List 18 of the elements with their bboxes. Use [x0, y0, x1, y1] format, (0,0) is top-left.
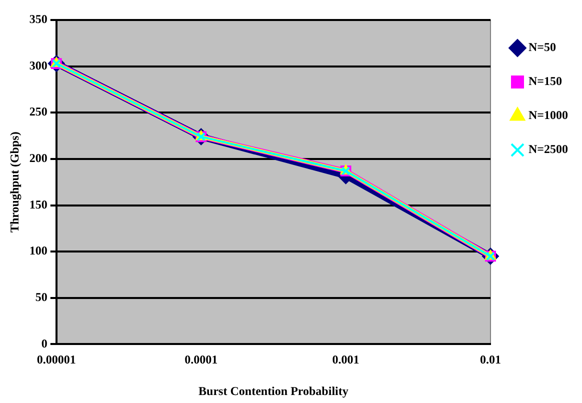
y-tick-label: 200 [29, 151, 48, 166]
y-tick-label: 0 [41, 336, 48, 350]
x-tick-label: 0.01 [480, 352, 501, 366]
y-tick-label: 250 [29, 104, 48, 119]
y-tick-label: 350 [29, 12, 48, 26]
y-tick-label: 100 [29, 244, 48, 258]
y-tick-label: 50 [35, 290, 48, 304]
x-tick-label: 0.0001 [184, 352, 218, 366]
legend-label: N=2500 [528, 142, 568, 156]
y-tick-label: 300 [29, 58, 48, 72]
y-axis-title: Throughput (Gbps) [7, 132, 22, 233]
legend-label: N=1000 [528, 108, 568, 122]
x-tick-label: 0.00001 [36, 352, 76, 366]
x-tick-label: 0.001 [332, 352, 360, 366]
y-tick-label: 150 [29, 197, 48, 212]
legend-label: N=50 [528, 40, 556, 54]
legend-label: N=150 [528, 74, 562, 88]
x-axis-title: Burst Contention Probability [198, 384, 348, 398]
